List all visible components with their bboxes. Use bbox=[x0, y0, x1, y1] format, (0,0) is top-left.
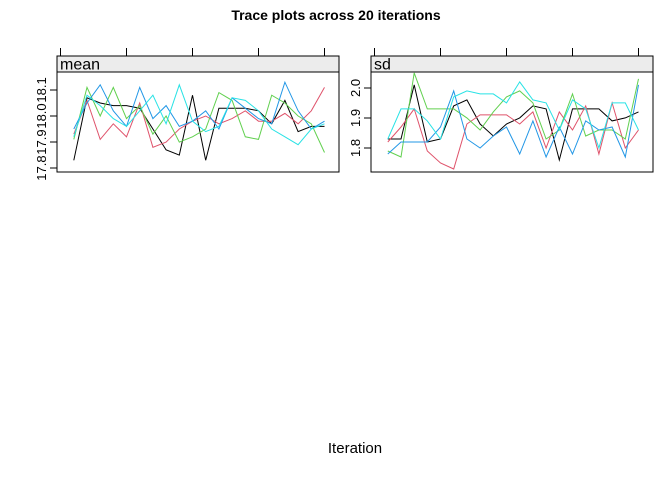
trace-line-cyan bbox=[73, 83, 325, 146]
y-tick-label: 1.8 bbox=[348, 139, 363, 157]
trace-lines-mean bbox=[73, 80, 325, 161]
x-axis-top-ticks bbox=[60, 48, 325, 56]
x-axis-label: Iteration bbox=[327, 440, 383, 457]
trace-line-blue bbox=[387, 84, 639, 159]
y-tick-label: 18.0 bbox=[34, 103, 49, 128]
strip-sd bbox=[370, 55, 654, 73]
trace-line-green bbox=[387, 72, 639, 158]
trace-lines-sd bbox=[387, 72, 639, 170]
trace-line-black bbox=[387, 84, 639, 162]
y-tick-label: 18.1 bbox=[34, 77, 49, 102]
y-tick-label: 2.0 bbox=[348, 79, 363, 97]
trace-line-red bbox=[73, 87, 325, 148]
y-tick-label: 17.8 bbox=[34, 155, 49, 180]
y-tick-label: 1.9 bbox=[348, 109, 363, 127]
trace-line-black bbox=[73, 95, 325, 161]
panel-sd: sd 1.8 1.9 2.0 bbox=[348, 48, 654, 173]
trace-line-blue bbox=[73, 80, 325, 131]
chart-title: Trace plots across 20 iterations bbox=[231, 7, 441, 23]
trace-line-cyan bbox=[387, 81, 639, 150]
x-axis-top-ticks bbox=[374, 48, 639, 56]
trace-line-green bbox=[73, 85, 325, 153]
plot-area-sd bbox=[370, 71, 654, 173]
plot-area-mean bbox=[56, 71, 340, 173]
strip-label-mean: mean bbox=[60, 57, 100, 74]
y-tick-label: 17.9 bbox=[34, 129, 49, 154]
y-axis-ticks-sd: 1.8 1.9 2.0 bbox=[348, 79, 371, 157]
trace-line-red bbox=[387, 101, 639, 170]
panel-mean: mean 17.817.918.018.1 bbox=[34, 48, 340, 181]
y-axis-ticks-mean: 17.817.918.018.1 bbox=[34, 77, 57, 181]
strip-label-sd: sd bbox=[374, 57, 391, 74]
